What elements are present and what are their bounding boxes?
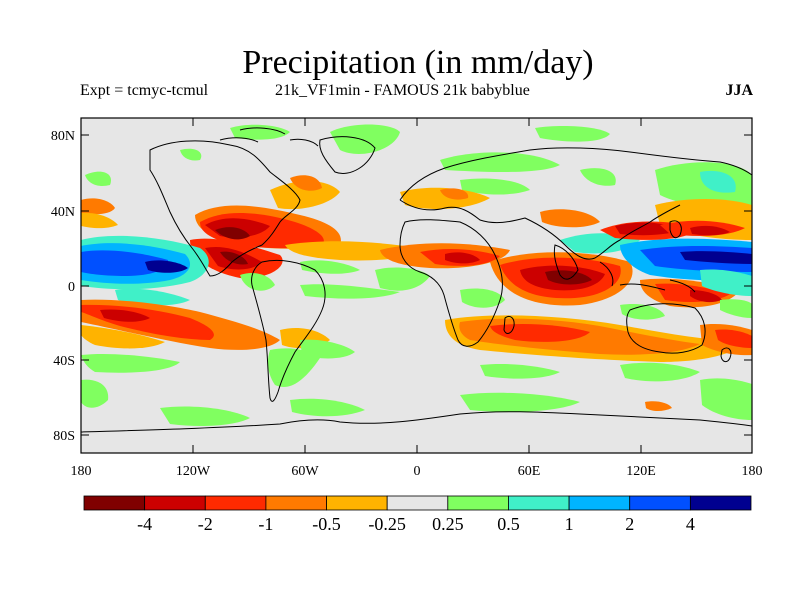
- experiment-label: Expt = tcmyc-tcmul: [80, 82, 209, 99]
- colorbar-label: 2: [625, 514, 634, 534]
- lon-tick-label: 180: [71, 464, 92, 479]
- colorbar-swatch: [326, 495, 388, 511]
- lon-tick-label: 120E: [626, 464, 656, 479]
- colorbar-label: 0.5: [497, 514, 520, 534]
- colorbar-swatch: [204, 495, 267, 511]
- anomaly-fields: [81, 124, 752, 426]
- colorbar-label: 4: [686, 514, 695, 534]
- lon-tick-label: 120W: [176, 464, 211, 479]
- colorbar-swatch: [144, 495, 206, 511]
- colorbar-swatch: [629, 495, 691, 511]
- lon-tick-label: 180: [742, 464, 763, 479]
- lon-tick-label: 60W: [291, 464, 319, 479]
- colorbar: -4 -2 -1 -0.5 -0.25 0.25 0.5 1 2 4: [83, 495, 752, 534]
- lon-tick-label: 60E: [518, 464, 541, 479]
- lat-tick-label: 40S: [53, 354, 75, 369]
- colorbar-label: -0.5: [312, 514, 341, 534]
- lat-tick-label: 80N: [51, 129, 75, 144]
- season-label: JJA: [725, 82, 753, 99]
- map-title: Precipitation (in mm/day): [242, 44, 594, 81]
- colorbar-label: -4: [137, 514, 152, 534]
- colorbar-swatch: [508, 495, 570, 511]
- lon-tick-label: 0: [414, 464, 421, 479]
- colorbar-label: -1: [258, 514, 273, 534]
- colorbar-swatch: [447, 495, 509, 511]
- lat-tick-label: 0: [68, 280, 75, 295]
- lat-tick-label: 80S: [53, 429, 75, 444]
- colorbar-swatch: [265, 495, 327, 511]
- colorbar-swatch: [568, 495, 631, 511]
- coastlines: [81, 127, 752, 433]
- axis-ticks: 80N 40N 0 40S 80S 180 120W 60W 0 60E 120E 180: [51, 118, 763, 479]
- colorbar-swatch: [689, 495, 752, 511]
- run-label: 21k_VF1min - FAMOUS 21k babyblue: [275, 82, 530, 99]
- colorbar-label: -2: [198, 514, 213, 534]
- lat-tick-label: 40N: [51, 205, 75, 220]
- colorbar-label: 1: [565, 514, 574, 534]
- colorbar-swatch: [386, 495, 449, 511]
- colorbar-swatch: [83, 495, 146, 511]
- colorbar-label: 0.25: [432, 514, 464, 534]
- colorbar-label: -0.25: [368, 514, 406, 534]
